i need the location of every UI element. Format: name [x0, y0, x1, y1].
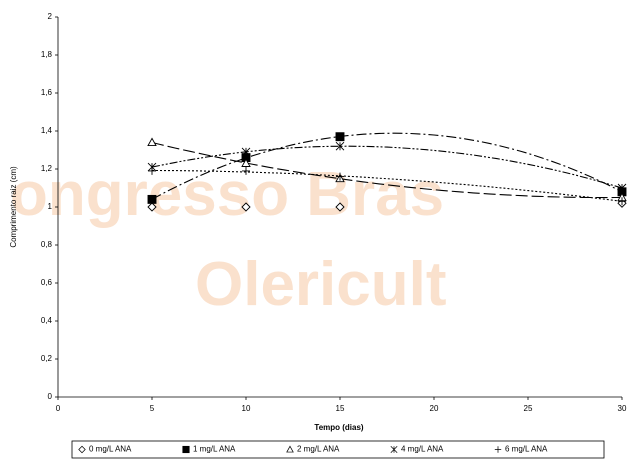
watermark: Olericult	[195, 250, 447, 319]
marker	[147, 194, 157, 204]
legend-label: 0 mg/L ANA	[89, 445, 132, 454]
y-tick-label: 1,4	[41, 126, 53, 135]
trend-line	[152, 169, 623, 202]
marker	[241, 202, 251, 212]
trend-line	[151, 145, 623, 189]
legend-marker	[390, 446, 398, 453]
trend-line	[151, 141, 622, 199]
y-tick-label: 0,8	[41, 240, 53, 249]
x-tick-label: 15	[336, 404, 345, 413]
y-tick-label: 1,2	[41, 164, 53, 173]
y-tick-label: 0,6	[41, 278, 53, 287]
x-tick-label: 10	[242, 404, 251, 413]
x-tick-label: 30	[618, 404, 627, 413]
trend-line	[151, 132, 623, 200]
x-tick-label: 20	[430, 404, 439, 413]
marker	[335, 141, 345, 151]
legend-marker	[494, 446, 502, 453]
legend-marker	[286, 445, 294, 453]
marker	[618, 197, 626, 206]
legend-label: 4 mg/L ANA	[401, 445, 444, 454]
marker	[147, 137, 157, 147]
marker	[241, 158, 251, 167]
x-tick-label: 5	[150, 404, 155, 413]
legend-marker	[78, 445, 86, 454]
y-tick-label: 2	[48, 12, 53, 21]
x-tick-label: 25	[524, 404, 533, 413]
marker	[335, 132, 345, 142]
x-tick-label: 0	[56, 404, 61, 413]
marker	[617, 183, 627, 193]
watermark: ongresso Bras	[10, 160, 444, 229]
y-axis-title: Comprimento raiz (cm)	[9, 166, 18, 248]
legend-box	[71, 440, 605, 459]
marker	[335, 202, 345, 212]
y-tick-label: 0,2	[41, 354, 53, 363]
legend-marker	[182, 445, 190, 454]
x-axis-title: Tempo (dias)	[314, 423, 364, 432]
legend-label: 6 mg/L ANA	[505, 445, 548, 454]
legend-label: 2 mg/L ANA	[297, 445, 340, 454]
y-tick-label: 1,6	[41, 88, 53, 97]
y-tick-label: 0	[48, 392, 53, 401]
marker	[147, 202, 157, 212]
marker	[241, 147, 251, 157]
y-tick-label: 0,4	[41, 316, 53, 325]
marker	[336, 172, 344, 181]
y-tick-label: 1,8	[41, 50, 53, 59]
legend-label: 1 mg/L ANA	[193, 445, 236, 454]
marker	[242, 166, 250, 175]
y-tick-label: 1	[48, 202, 53, 211]
marker	[148, 166, 156, 175]
